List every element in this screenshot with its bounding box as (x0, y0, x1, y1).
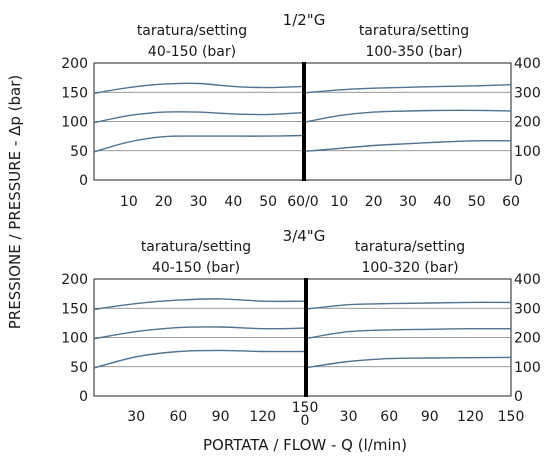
left-x-tick-label: 90 (212, 409, 230, 425)
chart-three-quarter-inch: 0 50 100 150 200 30 60 90 120 taratura/setting 40-… (61, 227, 540, 429)
left-series-line (93, 134, 304, 153)
right-x-tick-label: 60 (380, 409, 398, 425)
right-x-tick-label: 40 (433, 194, 451, 210)
right-x-tick-label: 50 (468, 194, 486, 210)
chart-title: 3/4"G (283, 227, 326, 245)
left-x-tick-label: 60 (169, 409, 187, 425)
left-y-tick-label: 0 (79, 389, 88, 405)
right-x-tick-label: 60 (502, 194, 520, 210)
chart-title: 1/2"G (283, 11, 326, 29)
right-y-tick-label: 200 (514, 115, 541, 131)
y-axis-label: PRESSIONE / PRESSURE - Δp (bar) (6, 75, 24, 329)
boundary-x-tick-label: 60/0 (287, 194, 318, 210)
left-range-label: 40-150 (bar) (152, 260, 240, 276)
left-y-tick-label: 200 (61, 272, 88, 288)
left-y-tick-label: 50 (70, 144, 88, 160)
left-x-tick-label: 40 (224, 194, 242, 210)
left-x-tick-label: 30 (127, 409, 145, 425)
left-series-line (93, 298, 306, 311)
right-range-label: 100-350 (bar) (365, 44, 462, 60)
right-y-tick-label: 200 (514, 331, 541, 347)
left-range-label: 40-150 (bar) (148, 44, 236, 60)
right-y-tick-label: 300 (514, 85, 541, 101)
left-y-tick-label: 150 (61, 85, 88, 101)
left-x-tick-label: 10 (120, 194, 138, 210)
boundary-x-tick-label: 0 (301, 413, 310, 429)
right-x-tick-label: 120 (457, 409, 484, 425)
x-axis-label: PORTATA / FLOW - Q (l/min) (203, 436, 407, 454)
right-series-line (307, 356, 512, 368)
left-setting-label: taratura/setting (137, 23, 247, 39)
left-y-tick-label: 200 (61, 56, 88, 72)
right-y-tick-label: 400 (514, 272, 541, 288)
right-x-tick-label: 30 (340, 409, 358, 425)
left-x-tick-label: 50 (259, 194, 277, 210)
right-series-line (307, 327, 512, 339)
right-y-tick-label: 0 (514, 389, 523, 405)
right-x-tick-label: 90 (421, 409, 439, 425)
right-y-tick-label: 100 (514, 144, 541, 160)
left-x-tick-label: 20 (155, 194, 173, 210)
left-setting-label: taratura/setting (141, 239, 251, 255)
right-y-tick-label: 0 (514, 173, 523, 189)
right-series-line (307, 301, 512, 310)
left-series-line (93, 326, 306, 340)
right-x-tick-label: 10 (330, 194, 348, 210)
right-setting-label: taratura/setting (359, 23, 469, 39)
right-series-line (304, 109, 512, 123)
left-x-tick-label: 30 (190, 194, 208, 210)
left-x-tick-label: 120 (249, 409, 276, 425)
left-y-tick-label: 150 (61, 301, 88, 317)
right-x-tick-label: 30 (399, 194, 417, 210)
right-y-tick-label: 400 (514, 56, 541, 72)
right-x-tick-label: 20 (365, 194, 383, 210)
right-range-label: 100-320 (bar) (361, 260, 458, 276)
boundary-x-tick-label: 150 (292, 400, 319, 416)
left-series-line (93, 82, 304, 95)
right-series-line (304, 83, 512, 94)
right-setting-label: taratura/setting (355, 239, 465, 255)
left-y-tick-label: 50 (70, 360, 88, 376)
right-y-tick-label: 300 (514, 301, 541, 317)
left-y-tick-label: 0 (79, 173, 88, 189)
right-series-line (304, 140, 512, 152)
left-y-tick-label: 100 (61, 115, 88, 131)
left-series-line (93, 111, 304, 124)
right-y-tick-label: 100 (514, 360, 541, 376)
left-y-tick-label: 100 (61, 331, 88, 347)
left-series-line (93, 349, 306, 369)
right-x-tick-label: 150 (498, 409, 525, 425)
